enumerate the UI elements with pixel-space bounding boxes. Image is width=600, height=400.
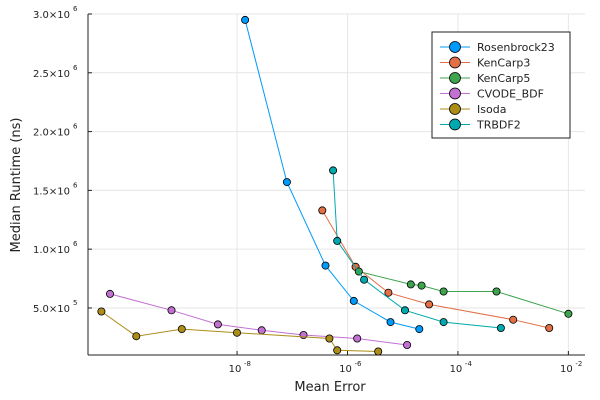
data-point-trbdf2 xyxy=(400,306,409,315)
legend-item-kencarp5: KenCarp5 xyxy=(440,72,530,85)
data-point-rosenbrock23 xyxy=(415,325,424,334)
x-tick-label: 10 xyxy=(229,364,242,375)
legend-marker xyxy=(449,118,461,131)
legend-marker xyxy=(449,72,461,84)
y-tick-label: 1.0×10 xyxy=(33,245,70,256)
data-point-trbdf2 xyxy=(496,323,505,332)
data-point-kencarp3 xyxy=(425,300,434,309)
data-point-kencarp3 xyxy=(318,206,327,215)
data-point-trbdf2 xyxy=(333,236,342,245)
legend-marker xyxy=(449,103,461,115)
x-tick-exponent: -8 xyxy=(244,360,251,368)
data-point-kencarp5 xyxy=(406,280,415,289)
x-tick-label: 10 xyxy=(450,364,463,375)
data-point-rosenbrock23 xyxy=(241,15,250,24)
data-point-isoda xyxy=(325,334,334,343)
x-tick-exponent: -6 xyxy=(354,360,362,368)
data-point-isoda xyxy=(132,332,141,341)
legend-item-kencarp3: KenCarp3 xyxy=(440,57,530,70)
data-point-isoda xyxy=(374,347,383,356)
y-tick-exponent: 6 xyxy=(73,64,78,72)
y-tick-label: 2.0×10 xyxy=(33,128,70,139)
x-tick-exponent: -2 xyxy=(575,360,582,368)
data-point-rosenbrock23 xyxy=(321,261,330,270)
series-line-kencarp3 xyxy=(321,210,550,329)
series-line-rosenbrock23 xyxy=(244,19,420,330)
data-point-kencarp5 xyxy=(564,309,573,318)
legend-label: KenCarp5 xyxy=(477,72,530,85)
y-axis-title: Median Runtime (ns) xyxy=(9,117,24,252)
legend-label: Isoda xyxy=(477,103,506,116)
legend: Rosenbrock23 KenCarp3 KenCarp5 CVODE_BDF Iso… xyxy=(431,31,571,139)
series-line-cvode-bdf xyxy=(109,293,408,346)
data-point-cvode-bdf xyxy=(257,326,266,335)
y-ticks: 5.0×1051.0×1061.5×1062.0×1062.5×1063.0×1… xyxy=(33,5,92,315)
data-point-trbdf2 xyxy=(360,275,369,284)
legend-item-isoda: Isoda xyxy=(440,103,506,116)
series-trbdf2 xyxy=(329,166,505,332)
legend-label: TRBDF2 xyxy=(476,119,521,132)
data-point-rosenbrock23 xyxy=(349,296,358,305)
data-point-kencarp5 xyxy=(417,281,426,290)
series-isoda xyxy=(97,307,383,356)
data-point-cvode-bdf xyxy=(167,306,176,315)
x-tick-exponent: -4 xyxy=(465,360,473,368)
data-point-kencarp5 xyxy=(492,287,501,296)
data-point-trbdf2 xyxy=(329,166,338,175)
x-ticks: 10 -8 10 -6 10 -4 10 -2 xyxy=(229,351,582,375)
y-tick-exponent: 6 xyxy=(73,240,78,248)
legend-label: KenCarp3 xyxy=(477,57,530,70)
data-point-isoda xyxy=(232,328,241,337)
data-point-isoda xyxy=(177,325,186,334)
data-point-kencarp3 xyxy=(384,288,393,297)
x-tick-label: 10 xyxy=(339,364,352,375)
x-tick-label: 10 xyxy=(560,364,573,375)
y-tick-exponent: 5 xyxy=(73,299,77,307)
data-point-kencarp3 xyxy=(545,323,554,332)
legend-marker xyxy=(449,41,461,53)
data-point-isoda xyxy=(97,307,106,316)
y-tick-exponent: 6 xyxy=(73,181,78,189)
y-tick-exponent: 6 xyxy=(73,5,78,13)
series-line-trbdf2 xyxy=(332,170,501,329)
data-point-cvode-bdf xyxy=(403,340,412,349)
data-point-trbdf2 xyxy=(439,318,448,327)
x-axis-title: Mean Error xyxy=(294,380,366,395)
legend-marker xyxy=(449,56,461,69)
legend-marker xyxy=(449,87,461,100)
y-tick-exponent: 6 xyxy=(73,123,78,131)
series-cvode-bdf xyxy=(106,289,412,349)
data-point-kencarp5 xyxy=(439,287,448,296)
data-point-cvode-bdf xyxy=(106,289,115,298)
legend-item-trbdf2: TRBDF2 xyxy=(440,119,521,132)
y-tick-label: 2.5×10 xyxy=(33,69,70,80)
data-point-rosenbrock23 xyxy=(386,318,395,327)
data-point-kencarp3 xyxy=(509,315,518,324)
legend-item-cvode-bdf: CVODE_BDF xyxy=(440,88,544,101)
data-point-isoda xyxy=(333,346,342,355)
data-point-cvode-bdf xyxy=(213,320,222,329)
series-rosenbrock23 xyxy=(241,15,424,334)
legend-label: Rosenbrock23 xyxy=(477,41,555,54)
axes xyxy=(87,14,585,356)
series xyxy=(97,15,573,356)
legend-label: CVODE_BDF xyxy=(477,88,544,101)
data-point-rosenbrock23 xyxy=(282,178,291,187)
series-kencarp3 xyxy=(318,206,554,332)
series-line-kencarp5 xyxy=(358,271,569,315)
legend-item-rosenbrock23: Rosenbrock23 xyxy=(440,41,555,54)
y-tick-label: 3.0×10 xyxy=(33,10,70,21)
y-tick-label: 5.0×10 xyxy=(33,304,70,315)
data-point-cvode-bdf xyxy=(353,334,362,343)
y-tick-label: 1.5×10 xyxy=(33,186,70,197)
